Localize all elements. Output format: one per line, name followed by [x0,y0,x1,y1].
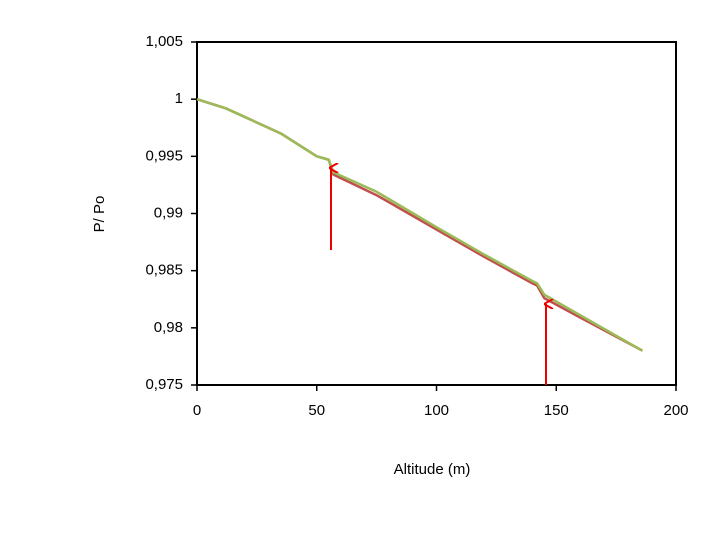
x-tick-label: 100 [424,402,449,419]
y-tick-label: 1,005 [145,33,183,50]
x-tick-label: 0 [193,402,201,419]
y-tick-label: 1 [175,90,183,107]
x-tick-label: 200 [663,402,688,419]
x-tick-label: 50 [308,402,325,419]
y-tick-label: 0,975 [145,376,183,393]
plot-frame [196,41,677,386]
data-line [196,97,644,352]
x-tick-label: 150 [544,402,569,419]
y-axis-label: P/ Po [91,196,108,233]
y-tick-label: 0,995 [145,147,183,164]
x-axis-label: Altitude (m) [394,461,471,478]
y-tick-label: 0,99 [154,204,183,221]
y-tick-label: 0,98 [154,319,183,336]
y-tick-label: 0,985 [145,262,183,279]
